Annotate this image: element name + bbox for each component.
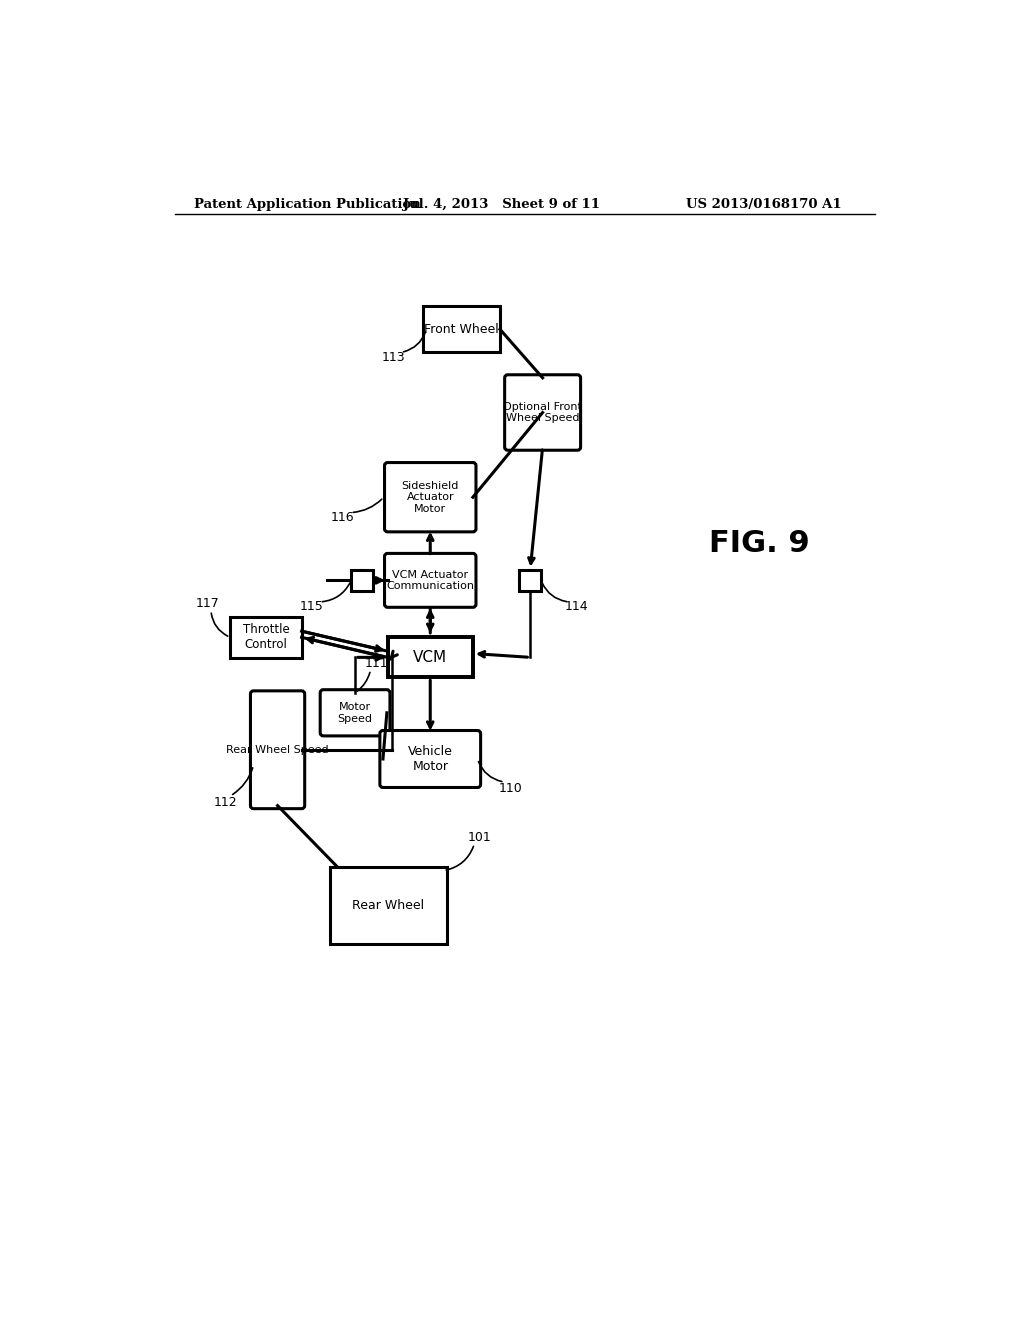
Text: Jul. 4, 2013   Sheet 9 of 11: Jul. 4, 2013 Sheet 9 of 11 (403, 198, 600, 211)
Text: Vehicle
Motor: Vehicle Motor (408, 744, 453, 774)
Text: Throttle
Control: Throttle Control (243, 623, 290, 651)
Text: VCM Actuator
Communication: VCM Actuator Communication (386, 569, 474, 591)
Bar (330, 867, 447, 944)
Text: 110: 110 (499, 781, 522, 795)
FancyBboxPatch shape (321, 689, 390, 737)
Text: VCM: VCM (414, 649, 447, 665)
Bar (388, 638, 473, 677)
Text: 114: 114 (565, 601, 589, 612)
Bar (519, 570, 541, 591)
Text: US 2013/0168170 A1: US 2013/0168170 A1 (686, 198, 842, 211)
Text: 111: 111 (365, 657, 388, 671)
Text: 101: 101 (468, 832, 492, 843)
Text: Rear Wheel Speed: Rear Wheel Speed (226, 744, 329, 755)
Text: Sideshield
Actuator
Motor: Sideshield Actuator Motor (401, 480, 459, 513)
FancyBboxPatch shape (380, 730, 480, 788)
Text: FIG. 9: FIG. 9 (710, 529, 810, 558)
Text: Motor
Speed: Motor Speed (338, 702, 373, 723)
Text: 115: 115 (300, 601, 324, 612)
Bar (230, 616, 302, 659)
Text: Front Wheel: Front Wheel (424, 323, 499, 335)
Text: Patent Application Publication: Patent Application Publication (194, 198, 421, 211)
Text: 116: 116 (331, 511, 354, 524)
FancyBboxPatch shape (385, 553, 476, 607)
Bar (423, 306, 500, 352)
FancyBboxPatch shape (505, 375, 581, 450)
Bar (351, 570, 373, 591)
FancyBboxPatch shape (251, 690, 305, 809)
Text: 113: 113 (381, 351, 404, 363)
Text: 117: 117 (196, 597, 219, 610)
Text: 112: 112 (214, 796, 238, 809)
Text: Optional Front
Wheel Speed: Optional Front Wheel Speed (503, 401, 582, 424)
FancyBboxPatch shape (385, 462, 476, 532)
Text: Rear Wheel: Rear Wheel (352, 899, 425, 912)
